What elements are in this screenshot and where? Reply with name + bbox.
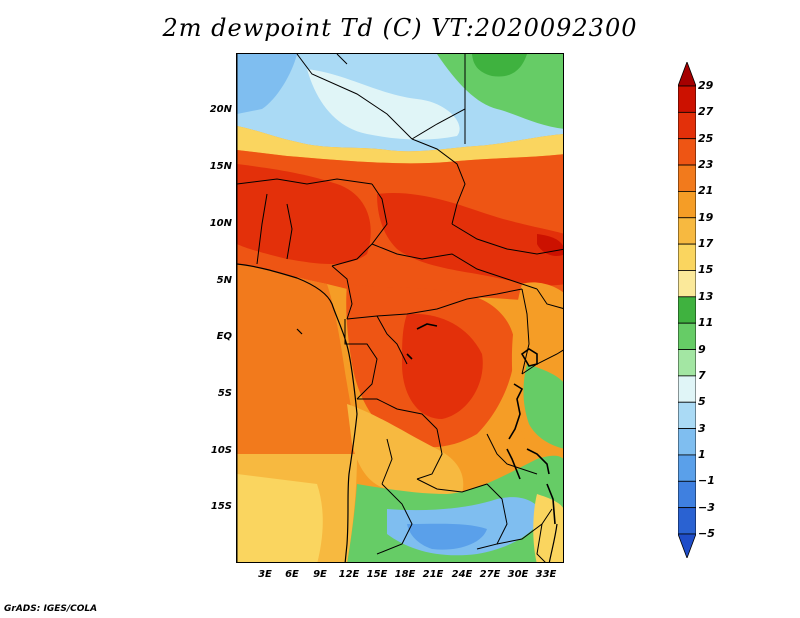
colorbar-swatch (677, 164, 697, 192)
colorbar-label: 9 (698, 342, 706, 356)
colorbar-svg (677, 60, 697, 560)
colorbar-label: 23 (698, 158, 714, 172)
colorbar-label: 5 (698, 395, 706, 409)
colorbar-label: 29 (698, 79, 714, 92)
colorbar-swatch (677, 375, 697, 403)
colorbar-swatch (677, 191, 697, 219)
colorbar-swatch (677, 322, 697, 350)
colorbar-label: 13 (698, 289, 714, 303)
north-yellow-band (237, 126, 563, 164)
colorbar-top-arrow (677, 60, 697, 87)
colorbar-swatch (677, 111, 697, 140)
chad-hot-core (377, 193, 563, 286)
colorbar-label: 3 (698, 421, 706, 435)
gulf-guinea-ocean (237, 264, 357, 454)
colorbar-swatch (677, 349, 697, 377)
colorbar-label: 1 (698, 447, 706, 461)
colorbar-swatch (677, 480, 697, 509)
colorbar-label: 19 (698, 210, 714, 224)
grads-credit: GrADS: IGES/COLA (4, 604, 98, 614)
lakes (406, 323, 556, 525)
country-borders (237, 54, 563, 562)
southern-africa-driest (407, 523, 487, 550)
east-africa-green (523, 364, 563, 449)
lat-label-5s: 5S (217, 388, 232, 399)
chart-title: 2m dewpoint Td (C) VT:2020092300 (162, 14, 638, 42)
colorbar-swatch (677, 507, 697, 535)
lon-label-6e: 6E (285, 569, 299, 580)
colorbar-swatch (677, 243, 697, 271)
lon-label-3e: 3E (258, 569, 272, 580)
colorbar-swatch (677, 428, 697, 456)
northeast-green (437, 54, 563, 129)
lat-label-15s: 15S (210, 501, 232, 512)
lon-label-18e: 18E (394, 569, 416, 580)
lon-label-24e: 24E (451, 569, 473, 580)
colorbar-swatch (677, 217, 697, 245)
colorbar-label: 21 (698, 184, 714, 198)
lat-label-10n: 10N (209, 218, 232, 229)
lon-label-21e: 21E (422, 569, 444, 580)
northeast-green-dark (472, 54, 527, 77)
southeast-yellow (533, 494, 563, 562)
colorbar-label: −5 (698, 527, 715, 540)
west-africa-hot-core (237, 164, 371, 264)
colorbar-label: 27 (698, 105, 714, 119)
lat-label-10s: 10S (210, 445, 232, 456)
lon-label-12e: 12E (338, 569, 360, 580)
colorbar-swatch (677, 138, 697, 166)
colorbar-label: 25 (698, 131, 714, 145)
colorbar-label: −3 (698, 500, 715, 514)
colorbar-label: 15 (698, 263, 714, 277)
congo-core (402, 313, 483, 419)
colorbar-swatch (677, 296, 697, 324)
colorbar-swatch (677, 270, 697, 298)
lat-label-eq: EQ (216, 331, 232, 342)
lon-label-15e: 15E (366, 569, 388, 580)
colorbar-bottom-arrow (677, 533, 697, 560)
lon-label-9e: 9E (313, 569, 327, 580)
map-field-svg (237, 54, 563, 562)
lat-label-5n: 5N (216, 275, 232, 286)
sahara-moist-patch (237, 54, 297, 114)
lat-label-20n: 20N (209, 104, 232, 115)
lon-label-27e: 27E (479, 569, 501, 580)
angola-plateau (347, 404, 464, 497)
colorbar-swatch (677, 85, 697, 113)
colorbar-label: 11 (698, 316, 714, 330)
south-atlantic-cool (237, 474, 323, 562)
colorbar-label: 17 (698, 237, 714, 251)
colorbar-label: 7 (698, 368, 706, 382)
dewpoint-map (236, 53, 564, 563)
coastlines (237, 263, 558, 562)
colorbar-swatch (677, 454, 697, 482)
sahara-very-dry (307, 69, 460, 140)
lon-label-30e: 30E (507, 569, 529, 580)
lat-label-15n: 15N (209, 161, 232, 172)
colorbar (677, 60, 697, 562)
colorbar-label: −1 (698, 474, 715, 488)
colorbar-swatch (677, 401, 697, 429)
lon-label-33e: 33E (535, 569, 557, 580)
